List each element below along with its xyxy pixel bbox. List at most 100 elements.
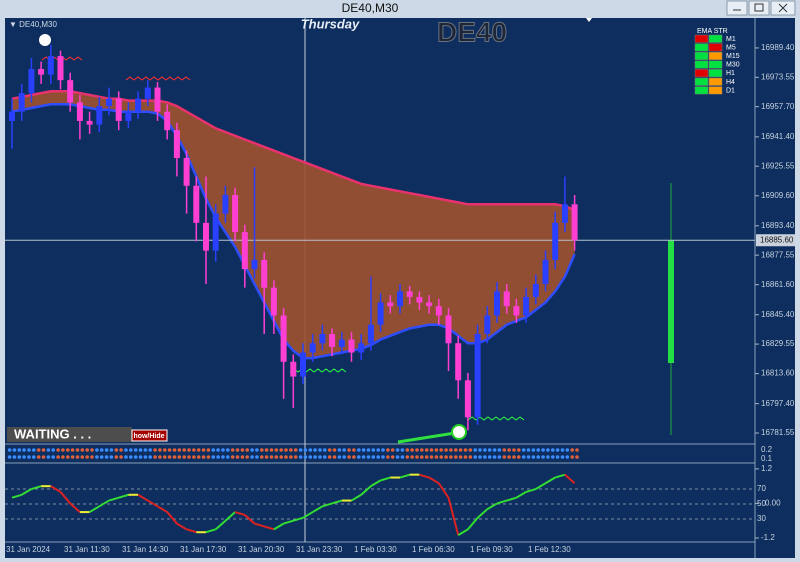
strip-dot — [85, 455, 89, 459]
ema-str-title: EMA STR — [697, 28, 728, 35]
maximize-icon — [754, 3, 764, 12]
strip-dot — [575, 455, 579, 459]
osc-segment — [312, 505, 323, 513]
osc-segment — [137, 493, 149, 502]
osc-segment — [156, 505, 168, 513]
strip-dot — [245, 455, 249, 459]
strip-dot — [274, 448, 279, 452]
candle-body — [455, 343, 462, 381]
strip-dot — [332, 448, 337, 452]
ema-lower — [11, 103, 576, 360]
candle-body — [300, 352, 306, 377]
strip-dot — [80, 455, 85, 459]
osc-segment — [273, 522, 285, 531]
y-tick-label: 16893.40 — [761, 221, 795, 230]
strip-dot — [560, 448, 565, 452]
strip-dot — [517, 448, 521, 452]
strip-dot — [449, 448, 453, 452]
strip-dot — [221, 455, 225, 459]
candle-body — [571, 204, 578, 241]
candle-body — [222, 195, 229, 214]
strip-dot — [196, 448, 201, 452]
strip-dot — [284, 455, 288, 459]
osc-segment — [486, 502, 498, 511]
strip-dot — [400, 455, 405, 459]
osc-segment — [496, 499, 507, 505]
strip-dot — [381, 448, 385, 452]
strip-dot — [492, 448, 497, 452]
osc-tick-label: 30 — [757, 514, 766, 523]
candle-body — [474, 333, 481, 418]
candle-body — [309, 343, 316, 353]
candle-body — [464, 380, 471, 418]
strip-dot — [250, 455, 254, 459]
candle-body — [329, 333, 336, 347]
osc-segment — [467, 517, 479, 530]
strip-dot — [289, 448, 293, 452]
candle-body — [426, 302, 433, 307]
strip-dot — [390, 455, 395, 459]
strip-dot — [85, 448, 89, 452]
osc-segment — [205, 528, 216, 534]
candle-body — [338, 339, 345, 347]
strip-dot — [410, 448, 414, 452]
candle-body — [290, 361, 297, 377]
strip-dot — [405, 448, 410, 452]
strip-dot — [274, 455, 279, 459]
strip-dot — [463, 455, 468, 459]
strip-dot — [420, 448, 424, 452]
strip-dot — [497, 448, 502, 452]
strip-dot — [463, 448, 468, 452]
candle-body — [183, 157, 190, 186]
strip-dot — [95, 455, 99, 459]
strip-dot — [483, 448, 487, 452]
minimize-button[interactable] — [726, 0, 748, 16]
strip-dot — [289, 455, 293, 459]
candle-body — [435, 306, 442, 316]
x-tick-label: 31 Jan 11:30 — [64, 545, 110, 554]
strip-dot — [473, 448, 478, 452]
ema-band — [12, 91, 575, 359]
strip-dot — [352, 448, 356, 452]
strip-dot — [80, 448, 85, 452]
osc-tick-label: -1.2 — [761, 533, 775, 542]
strip-dot — [201, 455, 206, 459]
strip-dot — [196, 455, 201, 459]
strip-dot — [473, 455, 478, 459]
strip-dot — [410, 455, 414, 459]
button-label: how/Hide — [133, 433, 164, 440]
strip-dot — [260, 455, 264, 459]
maximize-button[interactable] — [748, 0, 770, 16]
ema-upper — [11, 90, 576, 212]
candle-body — [561, 204, 568, 223]
strip-dot — [386, 455, 390, 459]
y-tick-label: 16909.60 — [761, 191, 795, 200]
strip-dot — [216, 448, 220, 452]
strip-dot — [337, 448, 342, 452]
osc-segment — [234, 511, 246, 516]
strip-dot — [148, 455, 152, 459]
strip-dot — [109, 455, 114, 459]
candle-body — [86, 120, 93, 125]
strip-dot — [167, 448, 172, 452]
osc-segment — [535, 482, 547, 490]
strip-dot — [17, 455, 22, 459]
ema-str-cell — [708, 51, 723, 60]
strip-dot — [124, 448, 128, 452]
strip-dot — [390, 448, 395, 452]
strip-dot — [526, 448, 531, 452]
osc-segment — [437, 482, 450, 499]
strip-dot — [279, 448, 284, 452]
osc-segment — [283, 519, 294, 525]
show-hide-button[interactable] — [131, 429, 168, 442]
candle-body — [397, 291, 403, 307]
strip-dot — [245, 448, 249, 452]
candle-body — [270, 287, 277, 316]
strip-dot — [221, 448, 225, 452]
strip-dot — [555, 448, 560, 452]
strip-dot — [458, 455, 463, 459]
strip-dot — [521, 448, 526, 452]
strip-dot — [342, 455, 347, 459]
